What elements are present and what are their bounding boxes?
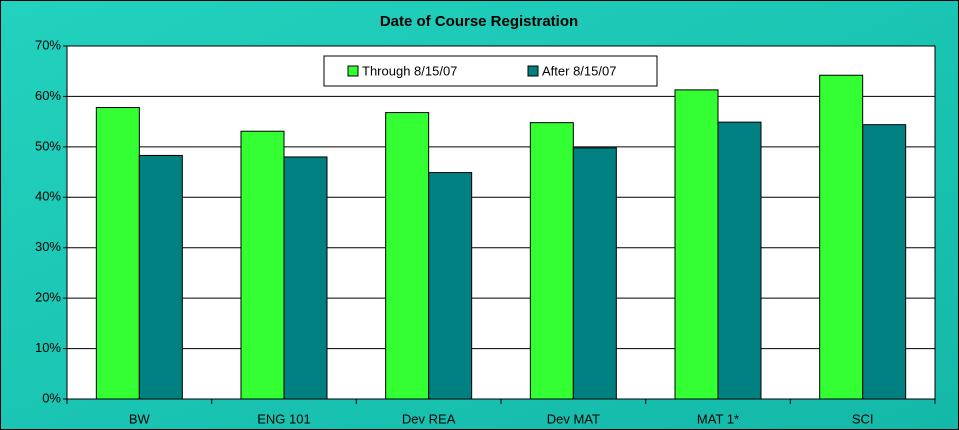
x-tick-label: SCI: [852, 411, 874, 426]
chart-title: Date of Course Registration: [380, 13, 578, 30]
x-tick-label: MAT 1*: [697, 411, 739, 426]
bar: [283, 156, 328, 400]
bar: [529, 122, 574, 400]
legend-swatch: [347, 65, 359, 77]
bar: [674, 89, 719, 400]
x-tick-label: BW: [129, 411, 151, 426]
legend: Through 8/15/07 After 8/15/07: [323, 55, 658, 87]
bar: [819, 74, 864, 400]
bar: [95, 107, 140, 400]
legend-label: Through 8/15/07: [362, 63, 457, 78]
y-tick-label: 50%: [35, 138, 61, 153]
bar: [240, 130, 285, 400]
y-tick-label: 20%: [35, 290, 61, 305]
bar: [385, 112, 430, 400]
bar: [862, 124, 907, 400]
plot-area: [66, 45, 936, 400]
bar: [572, 147, 617, 400]
y-tick-label: 40%: [35, 189, 61, 204]
y-tick-label: 60%: [35, 88, 61, 103]
bar: [428, 172, 473, 400]
y-tick-label: 10%: [35, 340, 61, 355]
y-tick-label: 70%: [35, 37, 61, 52]
legend-label: After 8/15/07: [542, 63, 616, 78]
bar: [138, 154, 183, 400]
legend-box: [323, 55, 658, 87]
y-tick-label: 30%: [35, 239, 61, 254]
x-tick-label: ENG 101: [257, 411, 310, 426]
x-tick-label: Dev REA: [402, 411, 456, 426]
x-tick-label: Dev MAT: [547, 411, 600, 426]
legend-swatch: [527, 65, 539, 77]
bar: [717, 121, 762, 400]
y-tick-label: 0%: [42, 390, 61, 405]
